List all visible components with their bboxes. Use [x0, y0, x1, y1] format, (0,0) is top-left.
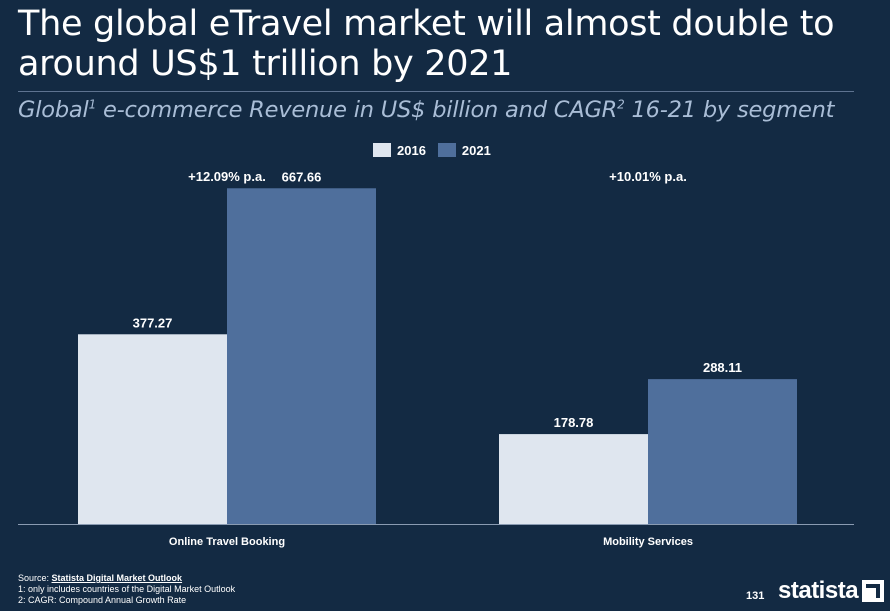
data-label-2016-1: 178.78 — [554, 415, 594, 430]
bar-2016-1 — [499, 434, 648, 524]
data-label-2021-0: 667.66 — [282, 169, 322, 184]
category-label-0: Online Travel Booking — [169, 536, 285, 548]
source-link[interactable]: Statista Digital Market Outlook — [51, 573, 183, 583]
legend-swatch-2016 — [373, 143, 391, 157]
statista-logo: statista — [778, 577, 885, 605]
chart-subtitle: Global1 e-commerce Revenue in US$ billio… — [18, 97, 835, 123]
logo-mark-icon — [862, 580, 885, 602]
footnote-1: 1: only includes countries of the Digita… — [18, 584, 236, 594]
logo-wordmark: statista — [778, 577, 859, 604]
bar-2016-0 — [78, 334, 227, 524]
legend-swatch-2021 — [437, 143, 456, 157]
chart-legend: 2016 2021 — [373, 141, 503, 159]
cagr-label-0: +12.09% p.a. — [188, 169, 266, 184]
bar-2021-1 — [648, 379, 797, 524]
data-label-2021-1: 288.11 — [703, 360, 742, 375]
category-label-1: Mobility Services — [603, 536, 693, 548]
source-line: Source: Statista Digital Market Outlook — [18, 573, 183, 583]
legend-item-2016: 2016 — [373, 143, 426, 158]
page-title: The global eTravel market will almost do… — [18, 4, 835, 84]
chart-footer: Source: Statista Digital Market Outlook … — [18, 573, 235, 606]
bar-2021-0 — [227, 188, 376, 525]
cagr-label-1: +10.01% p.a. — [609, 169, 687, 184]
legend-label-2016: 2016 — [397, 142, 426, 158]
legend-item-2021: 2021 — [437, 142, 491, 158]
legend-label-2021: 2021 — [461, 142, 491, 158]
data-label-2016-0: 377.27 — [133, 315, 173, 330]
title-divider — [18, 91, 854, 92]
footnote-2: 2: CAGR: Compound Annual Growth Rate — [18, 595, 187, 605]
page-number: 131 — [746, 590, 765, 602]
